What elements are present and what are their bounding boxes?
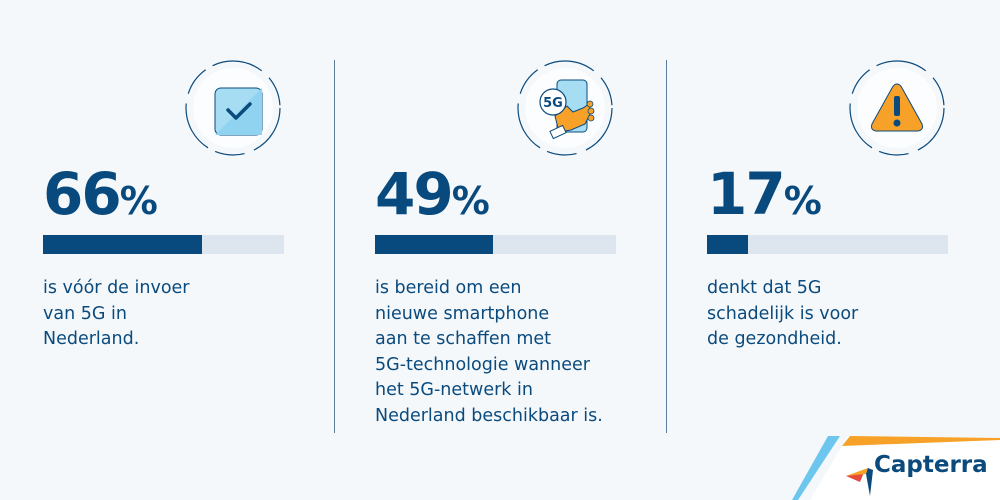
checkbox-icon — [183, 58, 283, 158]
description-line: Nederland beschikbaar is. — [375, 405, 603, 426]
column-divider — [666, 60, 667, 433]
stat-column-1: 66% is vóór de invoer van 5G in Nederlan… — [43, 0, 303, 500]
description-line: 5G-technologie wanneer — [375, 354, 590, 375]
description-line: is bereid om een — [375, 278, 522, 298]
progress-bar-fill — [375, 235, 494, 254]
description-line: het 5G-netwerk in — [375, 380, 533, 400]
stat-column-2: 5G 49% is bereid om een nieuwe smartphon… — [375, 0, 635, 500]
description-line: nieuwe smartphone — [375, 303, 550, 324]
stat-description: denkt dat 5G schadelijk is voor de gezon… — [707, 276, 987, 353]
warning-icon — [847, 58, 947, 158]
stat-description: is vóór de invoer van 5G in Nederland. — [43, 276, 323, 353]
description-line: denkt dat 5G — [707, 278, 822, 298]
capterra-logo-background — [792, 436, 1000, 500]
progress-bar — [43, 235, 284, 254]
column-divider — [334, 60, 335, 433]
progress-bar — [707, 235, 948, 254]
description-line: schadelijk is voor — [707, 303, 859, 324]
stat-percentage: 66% — [43, 160, 158, 228]
stat-column-3: 17% denkt dat 5G schadelijk is voor de g… — [707, 0, 967, 500]
svg-text:5G: 5G — [543, 96, 563, 111]
progress-bar — [375, 235, 616, 254]
stat-description: is bereid om een nieuwe smartphone aan t… — [375, 276, 655, 429]
description-line: aan te schaffen met — [375, 329, 551, 349]
5g-smartphone-icon: 5G — [515, 58, 615, 158]
stat-percentage: 17% — [707, 160, 822, 228]
description-line: is vóór de invoer — [43, 278, 190, 298]
progress-bar-fill — [707, 235, 748, 254]
description-line: Nederland. — [43, 329, 140, 349]
description-line: de gezondheid. — [707, 329, 842, 349]
description-line: van 5G in — [43, 303, 127, 324]
capterra-logo-text: Capterra — [874, 452, 988, 478]
progress-bar-fill — [43, 235, 203, 254]
stat-percentage: 49% — [375, 160, 490, 228]
